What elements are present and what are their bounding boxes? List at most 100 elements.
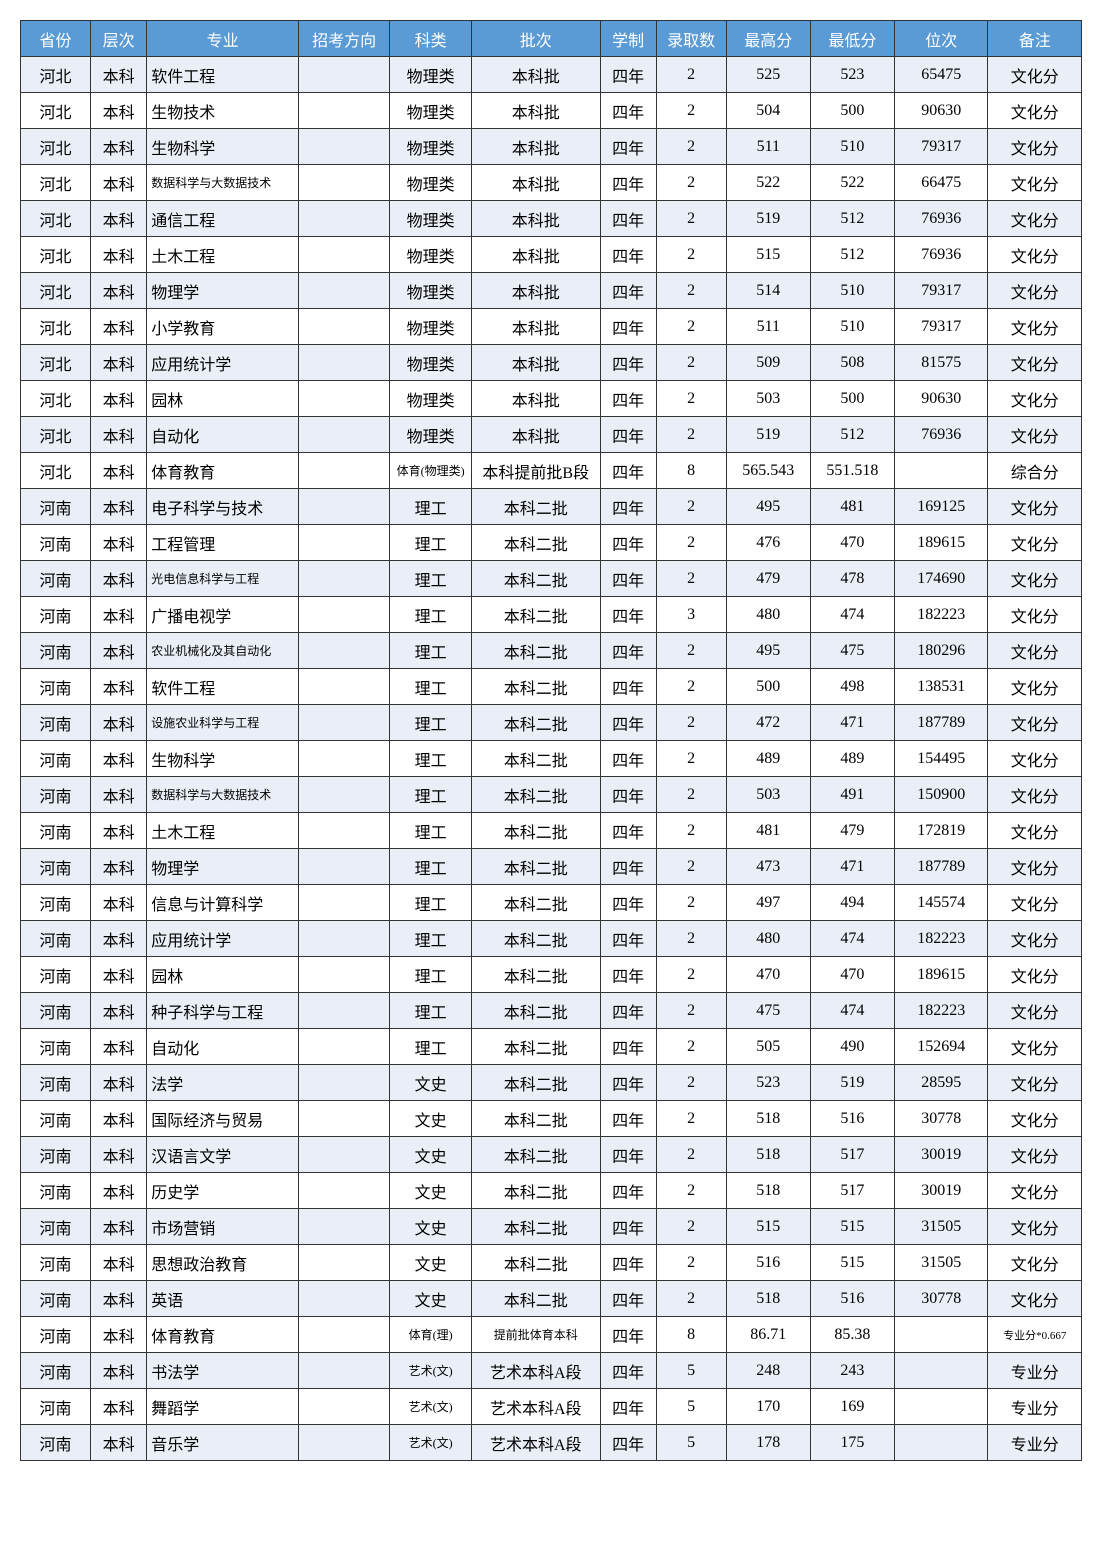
table-cell: 文化分 [988, 561, 1082, 597]
table-cell: 175 [810, 1425, 894, 1461]
table-row: 河南本科应用统计学理工本科二批四年2480474182223文化分 [21, 921, 1082, 957]
table-cell: 文化分 [988, 597, 1082, 633]
table-cell [299, 525, 390, 561]
table-cell: 174690 [894, 561, 987, 597]
table-cell: 本科提前批B段 [472, 453, 601, 489]
table-cell: 495 [726, 489, 810, 525]
table-cell: 本科二批 [472, 1281, 601, 1317]
table-cell: 76936 [894, 237, 987, 273]
table-cell: 79317 [894, 273, 987, 309]
table-cell: 四年 [600, 165, 656, 201]
table-cell: 四年 [600, 1425, 656, 1461]
table-row: 河南本科思想政治教育文史本科二批四年251651531505文化分 [21, 1245, 1082, 1281]
table-cell: 光电信息科学与工程 [147, 561, 299, 597]
table-cell: 519 [726, 201, 810, 237]
table-cell [299, 633, 390, 669]
table-cell [299, 489, 390, 525]
table-cell: 525 [726, 57, 810, 93]
table-cell: 四年 [600, 309, 656, 345]
table-cell: 本科批 [472, 57, 601, 93]
table-cell: 理工 [390, 993, 472, 1029]
table-cell: 180296 [894, 633, 987, 669]
table-cell: 2 [656, 1029, 726, 1065]
table-cell [299, 345, 390, 381]
table-cell: 本科二批 [472, 777, 601, 813]
table-cell: 四年 [600, 1065, 656, 1101]
table-cell: 2 [656, 741, 726, 777]
table-cell: 文化分 [988, 1101, 1082, 1137]
table-cell: 本科 [91, 129, 147, 165]
table-cell: 本科二批 [472, 1209, 601, 1245]
table-cell: 理工 [390, 525, 472, 561]
table-cell: 2 [656, 849, 726, 885]
table-cell: 市场营销 [147, 1209, 299, 1245]
table-cell: 本科 [91, 273, 147, 309]
table-cell: 2 [656, 237, 726, 273]
table-cell: 书法学 [147, 1353, 299, 1389]
table-cell: 体育教育 [147, 453, 299, 489]
table-cell: 480 [726, 597, 810, 633]
table-cell: 515 [726, 1209, 810, 1245]
table-row: 河南本科土木工程理工本科二批四年2481479172819文化分 [21, 813, 1082, 849]
table-cell: 本科 [91, 237, 147, 273]
table-cell: 8 [656, 453, 726, 489]
table-cell: 四年 [600, 381, 656, 417]
table-cell: 本科 [91, 1353, 147, 1389]
table-cell: 河南 [21, 669, 91, 705]
table-cell: 河南 [21, 1209, 91, 1245]
table-cell: 河南 [21, 525, 91, 561]
table-cell: 2 [656, 381, 726, 417]
table-cell: 四年 [600, 1173, 656, 1209]
table-cell [894, 1425, 987, 1461]
table-cell: 四年 [600, 705, 656, 741]
table-cell: 154495 [894, 741, 987, 777]
table-cell: 512 [810, 417, 894, 453]
table-cell: 514 [726, 273, 810, 309]
admission-table: 省份层次专业招考方向科类批次学制录取数最高分最低分位次备注 河北本科软件工程物理… [20, 20, 1082, 1461]
table-cell: 2 [656, 1065, 726, 1101]
table-cell: 498 [810, 669, 894, 705]
table-cell [299, 885, 390, 921]
table-cell: 65475 [894, 57, 987, 93]
table-cell: 文化分 [988, 633, 1082, 669]
table-cell: 物理类 [390, 309, 472, 345]
table-cell: 四年 [600, 669, 656, 705]
table-cell: 四年 [600, 1137, 656, 1173]
table-cell: 土木工程 [147, 237, 299, 273]
table-cell: 物理类 [390, 57, 472, 93]
table-cell [299, 129, 390, 165]
table-cell: 河南 [21, 885, 91, 921]
table-cell: 河北 [21, 345, 91, 381]
table-row: 河南本科音乐学艺术(文)艺术本科A段四年5178175专业分 [21, 1425, 1082, 1461]
table-cell [299, 993, 390, 1029]
table-cell: 体育(理) [390, 1317, 472, 1353]
table-cell: 物理类 [390, 381, 472, 417]
table-cell: 189615 [894, 525, 987, 561]
table-cell: 182223 [894, 597, 987, 633]
table-cell: 理工 [390, 669, 472, 705]
table-row: 河南本科汉语言文学文史本科二批四年251851730019文化分 [21, 1137, 1082, 1173]
table-cell: 文化分 [988, 525, 1082, 561]
table-cell: 474 [810, 993, 894, 1029]
table-cell: 187789 [894, 705, 987, 741]
table-cell: 物理类 [390, 345, 472, 381]
table-cell: 四年 [600, 1245, 656, 1281]
table-cell: 文史 [390, 1101, 472, 1137]
table-cell: 理工 [390, 885, 472, 921]
table-cell: 本科批 [472, 165, 601, 201]
table-cell: 河南 [21, 489, 91, 525]
table-cell: 物理类 [390, 417, 472, 453]
table-cell: 工程管理 [147, 525, 299, 561]
table-cell: 2 [656, 93, 726, 129]
table-cell: 四年 [600, 633, 656, 669]
table-cell: 522 [726, 165, 810, 201]
table-cell [299, 597, 390, 633]
table-cell: 2 [656, 993, 726, 1029]
table-cell [299, 669, 390, 705]
table-cell: 生物科学 [147, 741, 299, 777]
table-cell: 本科 [91, 201, 147, 237]
table-cell: 516 [810, 1101, 894, 1137]
table-cell [299, 1389, 390, 1425]
table-row: 河南本科英语文史本科二批四年251851630778文化分 [21, 1281, 1082, 1317]
table-cell: 本科二批 [472, 1137, 601, 1173]
